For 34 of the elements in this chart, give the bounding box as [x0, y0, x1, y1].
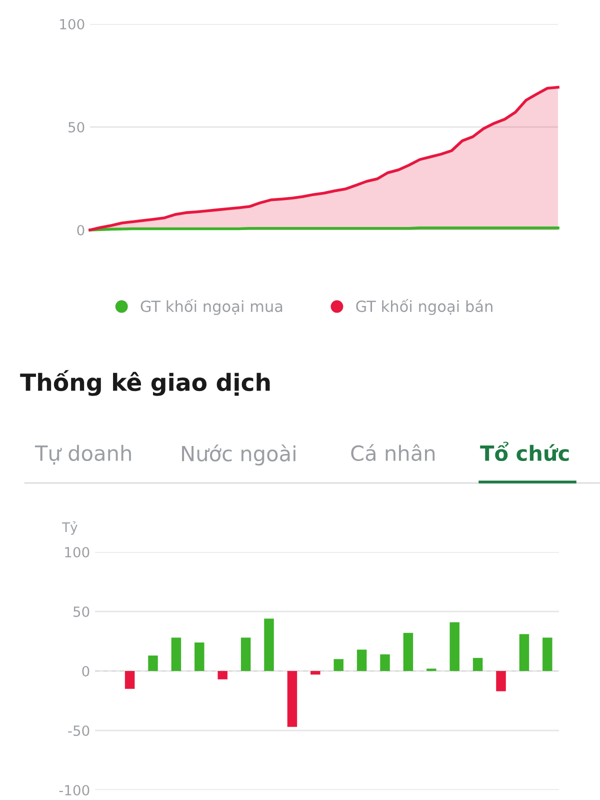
y-tick-label: 50 — [68, 122, 84, 132]
y-tick-label: 50 — [74, 606, 90, 617]
y-tick-label: 0 — [77, 224, 84, 236]
bar — [356, 650, 367, 671]
bar — [124, 671, 135, 689]
legend-label: GT khối ngoại mua — [140, 298, 282, 316]
text: Nước ngoài — [182, 444, 296, 466]
bar — [450, 622, 460, 671]
bar — [287, 671, 298, 727]
bar — [334, 659, 344, 671]
legend-label: GT khối ngoại bán — [356, 298, 492, 316]
bar — [542, 638, 552, 671]
bar — [148, 656, 158, 671]
y-axis-title: Tỷ — [62, 521, 78, 535]
text: Cá nhân — [351, 444, 435, 462]
y-tick-label: -100 — [59, 784, 90, 796]
bar — [496, 671, 506, 692]
bar — [310, 671, 320, 675]
bar — [171, 638, 182, 671]
y-tick-label: 100 — [60, 18, 84, 30]
bar — [380, 654, 390, 671]
bar — [240, 638, 251, 671]
text: Tổ chức — [480, 442, 569, 462]
bar — [218, 671, 228, 680]
text: Tự doanh — [34, 444, 131, 465]
y-tick-label: 100 — [65, 546, 90, 558]
bar — [519, 634, 530, 671]
bar — [403, 632, 414, 671]
bar — [194, 642, 204, 671]
y-tick-label: 0 — [82, 666, 90, 676]
y-tick-label: -50 — [68, 725, 90, 736]
chart-title: Thống kê giao dịch — [20, 370, 270, 396]
bar — [472, 658, 483, 671]
bar — [264, 618, 274, 671]
